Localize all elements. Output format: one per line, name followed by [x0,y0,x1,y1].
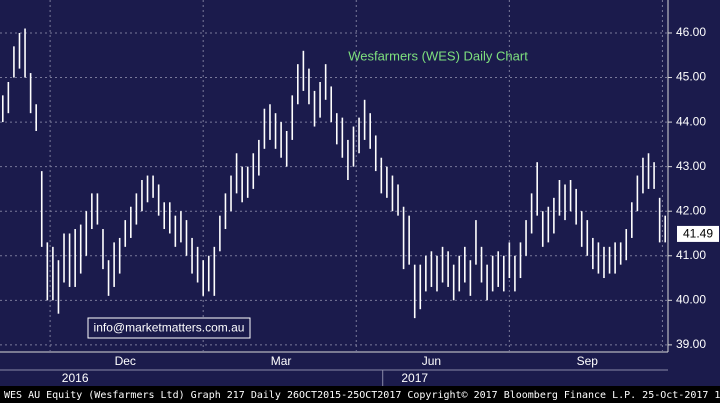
y-tick-label: 42.00 [676,203,706,217]
x-tick-label: Sep [577,354,599,368]
last-price-box [677,225,719,242]
axis: 39.00 40.00 41.00 42.00 43.00 44.00 45.00 46.00… [62,25,719,386]
x-tick-label: Mar [271,354,292,368]
x-tick-label: Dec [115,354,136,368]
last-price-label: 41.49 [683,227,713,241]
bars [1,28,667,319]
y-tick-label: 45.00 [676,70,706,84]
grid [0,0,668,352]
year-label: 2016 [62,371,89,385]
y-tick-label: 41.00 [676,248,706,262]
y-tick-label: 44.00 [676,114,706,128]
footer-bar [0,386,720,403]
y-tick-label: 43.00 [676,159,706,173]
watermark-box [87,317,251,339]
y-tick-label: 39.00 [676,337,706,351]
watermark: info@marketmatters.com.au [94,321,245,335]
y-tick-label: 46.00 [676,25,706,39]
footer: WES AU Equity (Wesfarmers Ltd) Graph 217… [4,390,720,401]
x-tick-label: Jun [422,354,441,368]
year-label: 2017 [401,371,428,385]
chart-title: Wesfarmers (WES) Daily Chart [348,48,528,63]
y-tick-label: 40.00 [676,292,706,306]
